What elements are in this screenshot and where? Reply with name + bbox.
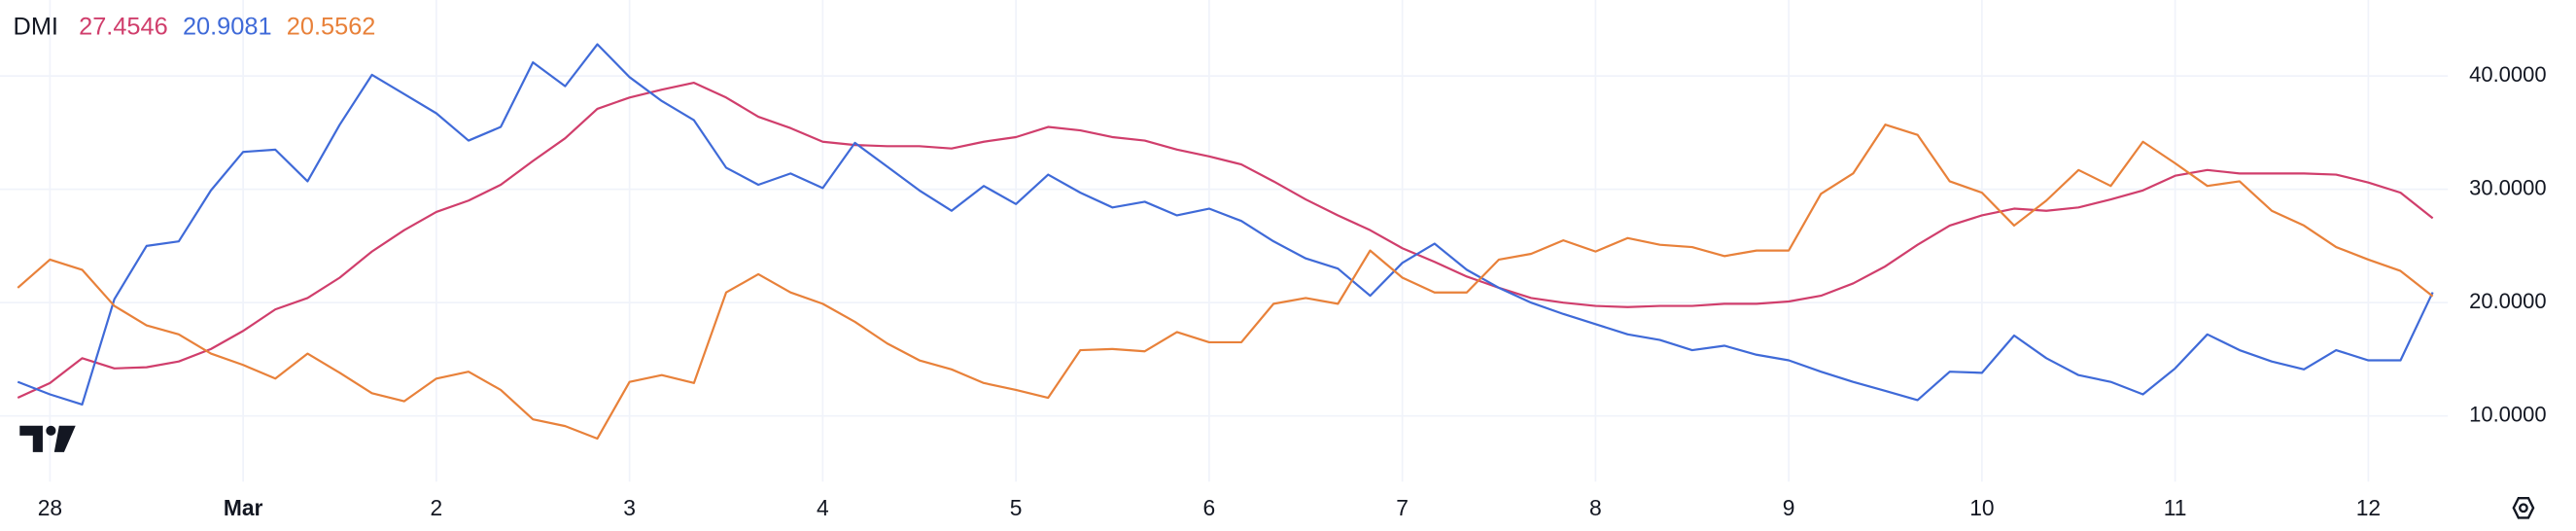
legend-value: 20.5562 [287,13,376,40]
settings-icon[interactable] [2512,496,2535,519]
labels: 10.0000 20.0000 30.0000 40.0000 28 Mar 2 3 4 5 6 7 8… [38,62,2547,520]
x-tick-label: 10 [1969,495,1994,520]
legend-value: 20.9081 [183,13,272,40]
x-tick-label: 12 [2356,495,2381,520]
x-tick-label: Mar [224,495,263,520]
x-tick-label: 6 [1203,495,1216,520]
y-tick-label: 30.0000 [2469,175,2546,199]
x-tick-label: 2 [431,495,443,520]
dmi-line [17,124,2434,441]
x-tick-label: 11 [2164,495,2187,520]
legend-value: 27.4546 [79,13,168,40]
x-tick-label: 3 [623,495,636,520]
x-tick-label: 8 [1589,495,1602,520]
dmi-line [17,81,2434,400]
x-tick-label: 5 [1010,495,1023,520]
dmi-line [17,43,2434,407]
lines [17,43,2434,441]
indicator-title: DMI [14,13,58,40]
tv-logo [19,425,76,452]
x-tick-label: 4 [817,495,829,520]
x-tick-label: 7 [1396,495,1409,520]
x-tick-label: 28 [38,495,62,520]
y-tick-label: 10.0000 [2469,402,2546,426]
x-tick-label: 9 [1783,495,1795,520]
y-tick-label: 40.0000 [2469,62,2546,87]
grid [0,0,2449,482]
y-tick-label: 20.0000 [2469,289,2546,313]
